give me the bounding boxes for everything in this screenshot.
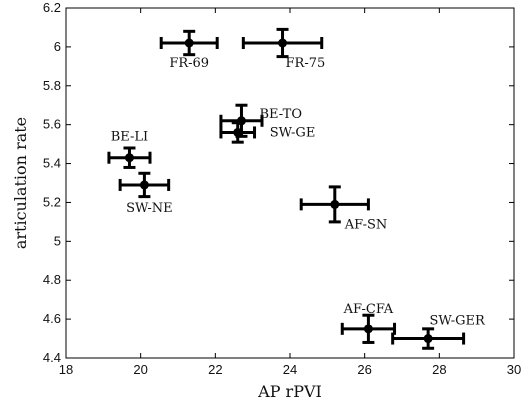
data-point-sw-ger [391, 327, 466, 350]
point-label-sw-ge: SW-GE [270, 125, 316, 140]
data-point-fr-75 [241, 27, 324, 59]
point-label-af-cfa: AF-CFA [343, 302, 394, 317]
x-tick-label: 28 [432, 362, 446, 377]
x-tick-label: 18 [59, 362, 73, 377]
y-tick-label: 4.8 [43, 272, 61, 287]
y-tick-label: 4.6 [43, 311, 61, 326]
y-tick-label: 4.4 [43, 350, 61, 365]
x-tick-label: 22 [208, 362, 222, 377]
y-tick-label: 5 [54, 233, 61, 248]
data-point-af-cfa [340, 313, 397, 344]
y-tick-label: 5.8 [43, 78, 61, 93]
plot-frame [65, 7, 515, 359]
data-point-marker [184, 38, 194, 48]
y-tick-label: 5.2 [43, 194, 61, 209]
y-tick-label: 5.4 [43, 156, 61, 171]
point-label-fr-69: FR-69 [169, 56, 209, 71]
x-tick-label: 24 [283, 362, 297, 377]
data-point-af-sn [299, 185, 370, 224]
data-point-sw-ne [118, 171, 171, 199]
x-tick-label: 30 [507, 362, 521, 377]
x-tick-label: 20 [133, 362, 147, 377]
x-tick-label: 26 [357, 362, 371, 377]
data-point-marker [124, 153, 134, 163]
data-point-sw-ge [219, 121, 257, 144]
point-label-sw-ne: SW-NE [126, 201, 173, 216]
data-point-fr-69 [159, 29, 219, 57]
point-label-af-sn: AF-SN [344, 217, 388, 232]
point-label-be-to: BE-TO [259, 107, 302, 122]
y-tick-label: 6 [54, 39, 61, 54]
y-tick-label: 6.2 [43, 0, 61, 15]
data-point-marker [330, 199, 340, 209]
point-label-sw-ger: SW-GER [429, 314, 486, 329]
marks-layer [107, 27, 466, 350]
y-tick-label: 5.6 [43, 117, 61, 132]
point-labels-layer: FR-69 FR-75 BE-TO SW-GE BE-LI SW-NE AF-SN AF-CF… [111, 56, 486, 329]
point-label-fr-75: FR-75 [286, 56, 326, 71]
x-axis-title: AP rPVI [257, 382, 322, 401]
data-point-marker [363, 324, 373, 334]
y-axis-title: articulation rate [11, 117, 30, 249]
data-point-marker [423, 334, 433, 344]
data-point-marker [233, 127, 243, 137]
point-label-be-li: BE-LI [111, 130, 148, 145]
data-point-marker [278, 38, 288, 48]
data-point-marker [139, 180, 149, 190]
data-point-be-li [107, 146, 152, 169]
